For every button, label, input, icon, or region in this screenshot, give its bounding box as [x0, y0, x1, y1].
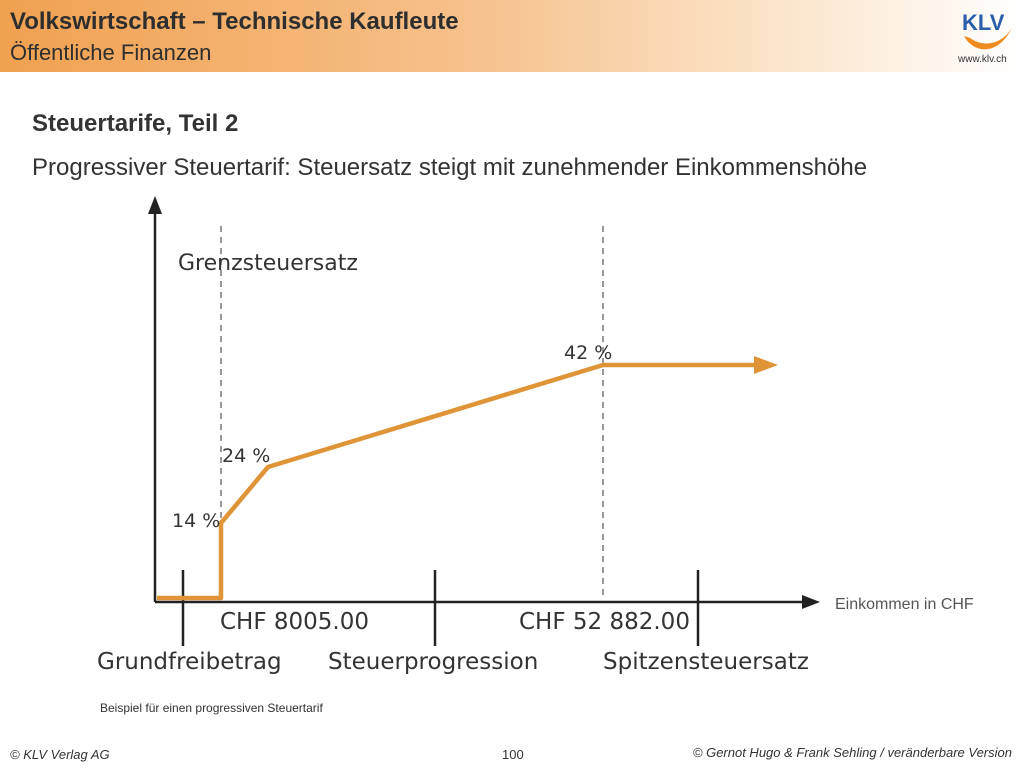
header-subtitle: Öffentliche Finanzen [10, 40, 212, 65]
logo-text: KLV [962, 10, 1005, 35]
zone-label-spitzensteuersatz: Spitzensteuersatz [603, 649, 809, 675]
footer-copyright-left: © KLV Verlag AG [10, 747, 110, 762]
tax-curve [157, 362, 760, 601]
slide-subtitle: Progressiver Steuertarif: Steuersatz ste… [32, 154, 868, 181]
zone-label-steuerprogression: Steuerprogression [328, 649, 538, 675]
header-title: Volkswirtschaft – Technische Kaufleute [10, 8, 459, 35]
page-number: 100 [502, 747, 524, 762]
x-axis-label: Einkommen in CHF [835, 596, 974, 613]
zone-label-grundfreibetrag: Grundfreibetrag [97, 649, 282, 675]
klv-logo: KLV [962, 10, 1012, 50]
rate-label-14: 14 % [172, 510, 220, 532]
x-axis-arrow-icon [802, 595, 820, 609]
tax-curve-arrow-icon [754, 356, 778, 374]
y-axis-label: Grenzsteuersatz [178, 251, 358, 276]
logo-url: www.klv.ch [958, 54, 1007, 65]
header-banner: Volkswirtschaft – Technische Kaufleute Ö… [0, 0, 1024, 72]
footer-copyright-right: © Gernot Hugo & Frank Sehling / veränder… [692, 745, 1012, 760]
slide-title: Steuertarife, Teil 2 [32, 110, 239, 137]
diagram-caption: Beispiel für einen progressiven Steuerta… [100, 701, 323, 715]
y-axis-arrow-icon [148, 196, 162, 214]
rate-label-24: 24 % [222, 445, 270, 467]
threshold-label-2: CHF 52 882.00 [519, 609, 690, 635]
logo-swoosh-icon [964, 28, 1012, 50]
threshold-label-1: CHF 8005.00 [220, 609, 369, 635]
rate-label-42: 42 % [564, 342, 612, 364]
